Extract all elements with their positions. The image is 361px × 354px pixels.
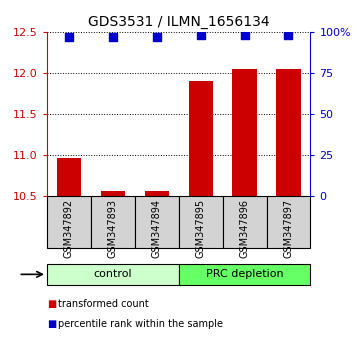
Text: GSM347892: GSM347892: [64, 199, 74, 258]
Text: control: control: [93, 269, 132, 279]
Text: percentile rank within the sample: percentile rank within the sample: [58, 319, 223, 329]
Point: [198, 32, 204, 38]
Bar: [91, 196, 135, 248]
Text: transformed count: transformed count: [58, 299, 148, 309]
Bar: [57, 158, 81, 196]
Text: GSM347897: GSM347897: [283, 199, 293, 258]
Point: [110, 34, 116, 40]
Text: ■: ■: [47, 319, 56, 329]
Bar: [47, 196, 91, 248]
Point: [154, 34, 160, 40]
Bar: [135, 196, 179, 248]
Bar: [188, 81, 213, 196]
Text: GSM347895: GSM347895: [196, 199, 206, 258]
Text: GSM347893: GSM347893: [108, 199, 118, 258]
Text: GSM347894: GSM347894: [152, 199, 162, 258]
Bar: [223, 196, 266, 248]
Bar: [47, 264, 179, 285]
Bar: [101, 192, 125, 196]
Bar: [179, 264, 310, 285]
Bar: [232, 69, 257, 196]
Text: ■: ■: [47, 299, 56, 309]
Text: PRC depletion: PRC depletion: [206, 269, 283, 279]
Bar: [179, 196, 223, 248]
Title: GDS3531 / ILMN_1656134: GDS3531 / ILMN_1656134: [88, 16, 270, 29]
Point: [66, 34, 72, 40]
Point: [286, 32, 291, 38]
Bar: [266, 196, 310, 248]
Point: [242, 32, 248, 38]
Text: GSM347896: GSM347896: [240, 199, 249, 258]
Bar: [277, 69, 301, 196]
Bar: [145, 192, 169, 196]
